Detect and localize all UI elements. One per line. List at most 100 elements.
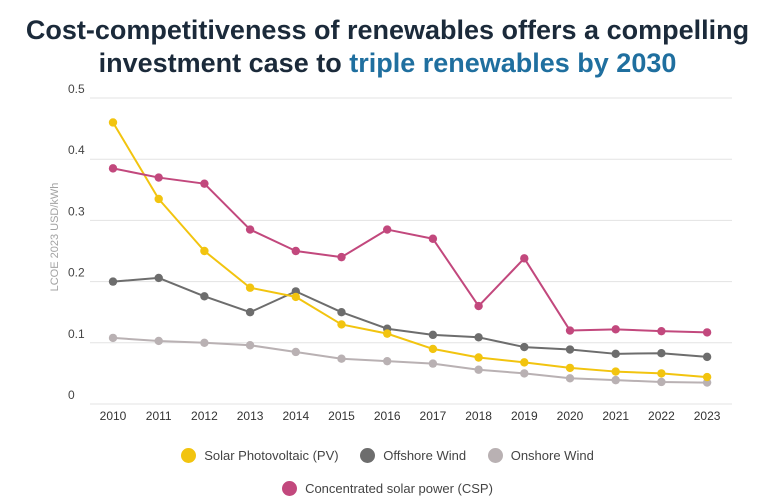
y-tick-label: 0.5 <box>68 82 85 96</box>
y-axis-ticks: 0 0.1 0.2 0.3 0.4 0.5 <box>68 82 85 402</box>
x-tick-label: 2014 <box>282 409 309 423</box>
legend-item-onshore: Onshore Wind <box>487 448 594 463</box>
y-tick-label: 0.4 <box>68 143 85 157</box>
series-layer <box>108 118 712 387</box>
data-point-onshore <box>291 347 300 357</box>
data-point-offshore <box>108 277 118 286</box>
series-solar <box>108 118 712 382</box>
data-point-csp <box>657 326 666 336</box>
series-line-offshore <box>112 276 708 358</box>
data-point-onshore <box>337 354 346 363</box>
series-line-solar <box>112 121 708 379</box>
legend-label-csp: Concentrated solar power (CSP) <box>305 481 493 496</box>
data-point-onshore <box>520 369 529 378</box>
data-point-csp <box>474 301 483 311</box>
data-point-csp <box>702 328 712 337</box>
legend-label-offshore: Offshore Wind <box>383 448 467 463</box>
data-point-offshore <box>154 273 163 283</box>
data-point-offshore <box>611 349 620 359</box>
data-point-csp <box>154 173 163 182</box>
y-tick-label: 0 <box>68 388 75 402</box>
data-point-solar <box>657 369 666 378</box>
x-tick-label: 2017 <box>420 409 447 423</box>
series-line-onshore <box>112 336 708 384</box>
data-point-solar <box>702 372 712 382</box>
data-point-csp <box>245 225 255 234</box>
y-axis-label: LCOE 2023 USD/kWh <box>49 183 61 292</box>
legend-item-solar: Solar Photovoltaic (PV) <box>181 448 339 463</box>
data-point-onshore <box>200 338 209 347</box>
data-point-solar <box>520 358 529 367</box>
x-tick-label: 2012 <box>191 409 218 423</box>
data-point-csp <box>428 234 438 243</box>
legend-swatch-onshore <box>487 448 503 463</box>
data-point-csp <box>520 254 529 263</box>
data-point-solar <box>200 246 209 256</box>
chart-title: Cost-competitiveness of renewables offer… <box>0 14 775 80</box>
data-point-offshore <box>245 308 255 317</box>
data-point-solar <box>383 329 392 338</box>
data-point-solar <box>291 292 300 302</box>
data-point-offshore <box>565 345 575 354</box>
chart-title-line2-plain: investment case to <box>98 48 350 78</box>
x-tick-label: 2023 <box>694 409 721 423</box>
data-point-onshore <box>474 365 483 374</box>
data-point-onshore <box>383 356 392 366</box>
data-point-onshore <box>108 333 118 343</box>
y-tick-label: 0.2 <box>68 266 85 280</box>
data-point-solar <box>611 367 620 376</box>
legend-row-2: Concentrated solar power (CSP) <box>0 481 775 499</box>
series-onshore <box>108 333 712 387</box>
chart-title-line2: investment case to triple renewables by … <box>0 47 775 80</box>
legend-row-1: Solar Photovoltaic (PV) Offshore Wind On… <box>0 448 775 466</box>
x-tick-label: 2022 <box>648 409 675 423</box>
data-point-solar <box>108 118 118 127</box>
x-tick-label: 2019 <box>511 409 538 423</box>
data-point-csp <box>337 252 346 262</box>
series-offshore <box>108 273 712 362</box>
data-point-solar <box>565 363 575 373</box>
data-point-offshore <box>200 292 209 301</box>
data-point-onshore <box>428 359 438 368</box>
data-point-csp <box>200 179 209 188</box>
data-point-offshore <box>520 342 529 352</box>
data-point-csp <box>108 164 118 173</box>
data-point-solar <box>428 344 438 354</box>
legend-swatch-csp <box>282 481 298 496</box>
data-point-offshore <box>657 349 666 358</box>
series-csp <box>108 164 712 337</box>
x-tick-label: 2018 <box>465 409 492 423</box>
legend-swatch-offshore <box>360 448 376 463</box>
y-tick-label: 0.1 <box>68 327 85 341</box>
x-tick-label: 2011 <box>146 409 172 423</box>
data-point-offshore <box>337 308 346 317</box>
legend-label-onshore: Onshore Wind <box>510 448 594 463</box>
data-point-csp <box>565 326 575 335</box>
data-point-onshore <box>611 375 620 385</box>
data-point-solar <box>337 320 346 329</box>
data-point-offshore <box>474 333 483 342</box>
data-point-onshore <box>565 374 575 383</box>
legend-label-solar: Solar Photovoltaic (PV) <box>204 448 339 463</box>
data-point-csp <box>611 325 620 334</box>
data-point-csp <box>291 246 300 256</box>
x-tick-label: 2010 <box>100 409 127 423</box>
y-tick-label: 0.3 <box>68 204 85 218</box>
chart-title-accent: triple renewables by 2030 <box>349 48 677 78</box>
data-point-onshore <box>245 341 255 350</box>
data-point-csp <box>383 225 392 234</box>
x-tick-label: 2015 <box>328 409 355 423</box>
grid-lines <box>90 97 732 405</box>
x-axis-ticks: 2010 2011 2012 2013 2014 2015 2016 2017 2018 2019… <box>100 409 721 423</box>
data-point-offshore <box>428 330 438 340</box>
chart-title-line1: Cost-competitiveness of renewables offer… <box>25 15 750 45</box>
x-tick-label: 2020 <box>557 409 584 423</box>
legend-item-csp: Concentrated solar power (CSP) <box>282 481 493 496</box>
data-point-offshore <box>702 352 712 362</box>
data-point-solar <box>245 283 255 292</box>
series-line-csp <box>112 167 708 334</box>
data-point-solar <box>474 353 483 362</box>
x-tick-label: 2016 <box>374 409 401 423</box>
legend-item-offshore: Offshore Wind <box>360 448 466 463</box>
